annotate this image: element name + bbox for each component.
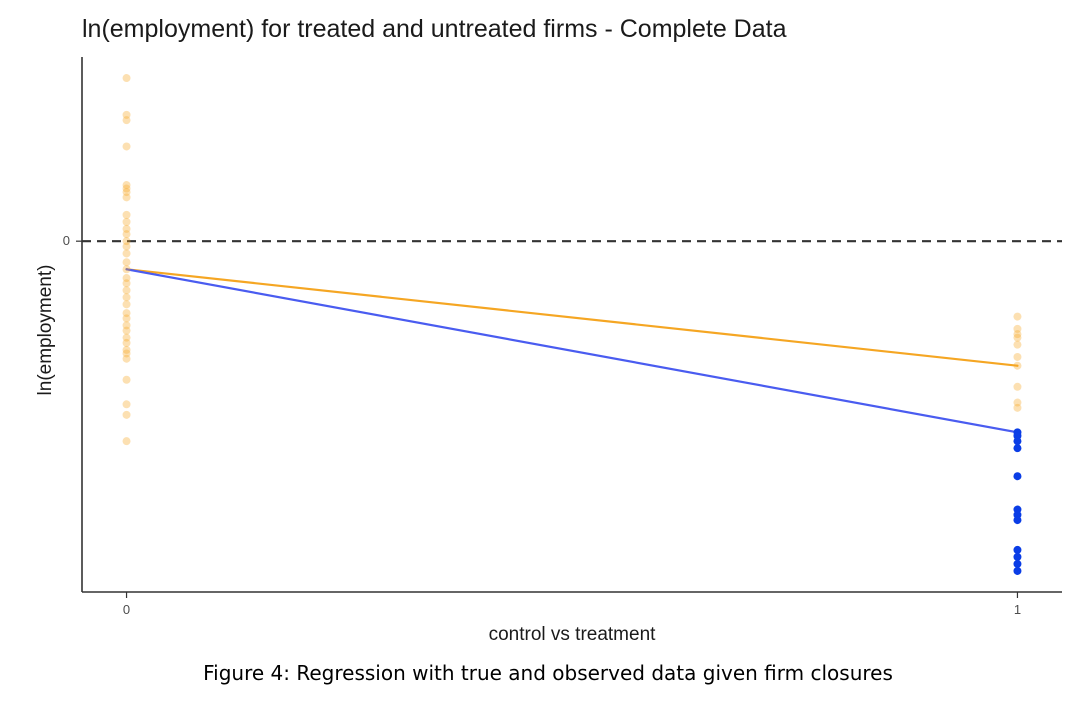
data-point-blue: [1013, 552, 1022, 561]
data-point-orange: [122, 242, 131, 251]
data-point-orange: [122, 210, 131, 219]
data-point-orange: [122, 230, 131, 239]
data-point-orange: [122, 410, 131, 419]
data-point-orange: [122, 217, 131, 226]
data-point-orange: [122, 274, 131, 283]
data-point-orange: [122, 193, 131, 202]
data-point-orange: [122, 184, 131, 193]
data-point-orange: [122, 224, 131, 233]
data-point-orange: [1013, 333, 1022, 342]
data-point-orange: [122, 110, 131, 119]
data-point-orange: [122, 258, 131, 267]
data-point-orange: [122, 354, 131, 363]
data-point-orange: [122, 116, 131, 125]
data-point-orange: [122, 237, 131, 246]
data-point-orange: [122, 338, 131, 347]
data-point-orange: [122, 181, 131, 190]
figure-caption: Figure 4: Regression with true and obser…: [203, 661, 893, 685]
data-point-orange: [1013, 324, 1022, 333]
data-point-orange: [1013, 398, 1022, 407]
data-point-orange: [122, 375, 131, 384]
x-tick-label: 1: [1014, 602, 1021, 617]
data-point-orange: [1013, 382, 1022, 391]
data-point-orange: [122, 437, 131, 446]
data-point-orange: [1013, 330, 1022, 339]
plot-area: [82, 74, 1062, 575]
y-tick-label: 0: [63, 233, 70, 248]
data-point-orange: [122, 300, 131, 309]
data-point-orange: [122, 293, 131, 302]
data-point-orange: [122, 249, 131, 258]
data-point-blue: [1013, 437, 1022, 446]
data-point-orange: [122, 333, 131, 342]
data-point-orange: [1013, 403, 1022, 412]
data-point-blue: [1013, 472, 1022, 481]
chart-title: ln(employment) for treated and untreated…: [82, 15, 787, 43]
fit-line-blue: [125, 268, 1019, 434]
data-point-blue: [1013, 566, 1022, 575]
data-point-orange: [122, 309, 131, 318]
data-point-orange: [1013, 340, 1022, 349]
data-point-orange: [122, 321, 131, 330]
data-point-blue: [1013, 516, 1022, 525]
data-point-orange: [122, 314, 131, 323]
data-point-orange: [122, 74, 131, 83]
data-point-orange: [122, 286, 131, 295]
x-tick-label: 0: [123, 602, 130, 617]
axis-ticks: 0 1 0: [63, 233, 1021, 617]
data-point-orange: [122, 326, 131, 335]
data-point-orange: [122, 345, 131, 354]
data-point-orange: [122, 265, 131, 274]
data-point-orange: [1013, 312, 1022, 321]
data-point-orange: [122, 142, 131, 151]
data-point-blue: [1013, 444, 1022, 453]
data-point-blue: [1013, 559, 1022, 568]
fit-line-orange: [125, 268, 1019, 367]
y-axis-label: ln(employment): [35, 265, 56, 396]
x-axis-label: control vs treatment: [489, 624, 657, 645]
data-point-orange: [122, 349, 131, 358]
data-point-blue: [1013, 545, 1022, 554]
data-point-orange: [1013, 352, 1022, 361]
data-point-orange: [122, 400, 131, 409]
data-point-orange: [122, 279, 131, 288]
data-point-orange: [1013, 361, 1022, 370]
data-point-orange: [122, 188, 131, 197]
